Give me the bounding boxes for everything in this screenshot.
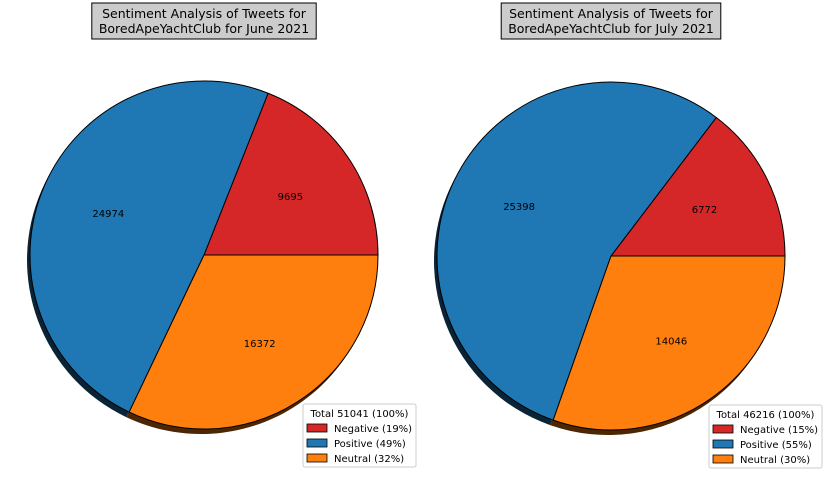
pie-slice-neutral xyxy=(128,254,379,430)
chart-title-line-2: BoredApeYachtClub for July 2021 xyxy=(508,21,714,36)
pie-slice-positive xyxy=(436,81,717,421)
slice-value-label-positive: 25398 xyxy=(503,202,535,213)
pie-slice-negative xyxy=(610,116,786,257)
pie-chart-panel-1: Sentiment Analysis of Tweets for BoredAp… xyxy=(27,2,417,468)
legend-frame xyxy=(302,403,417,468)
chart-title: Sentiment Analysis of Tweets for BoredAp… xyxy=(91,2,317,40)
legend-swatch-neutral xyxy=(712,454,734,464)
chart-title: Sentiment Analysis of Tweets for BoredAp… xyxy=(500,2,722,40)
pie-slice-positive xyxy=(29,80,269,413)
chart-title-line-1: Sentiment Analysis of Tweets for xyxy=(102,6,307,21)
legend-swatch-negative xyxy=(712,424,734,434)
slice-value-label-neutral: 14046 xyxy=(655,337,687,348)
legend-entry-neutral: Neutral (32%) xyxy=(334,454,404,465)
legend-frame xyxy=(708,404,823,469)
legend-swatch-positive xyxy=(306,438,328,448)
legend-swatch-positive xyxy=(712,439,734,449)
slice-value-label-negative: 6772 xyxy=(692,205,717,216)
legend-entry-positive: Positive (55%) xyxy=(740,440,812,451)
slice-value-label-neutral: 16372 xyxy=(244,339,276,350)
pie-chart-panel-2: Sentiment Analysis of Tweets for BoredAp… xyxy=(434,2,823,469)
chart-title-line-2: BoredApeYachtClub for June 2021 xyxy=(99,21,309,36)
legend-entry-negative: Negative (19%) xyxy=(334,424,412,435)
legend-title: Total 51041 (100%) xyxy=(310,409,409,420)
legend-entry-neutral: Neutral (30%) xyxy=(740,455,810,466)
legend-entry-negative: Negative (15%) xyxy=(740,425,818,436)
pie-slice-negative xyxy=(203,92,379,256)
slice-value-label-negative: 9695 xyxy=(278,192,303,203)
chart-legend: Total 51041 (100%) Negative (19%) Positive… xyxy=(302,403,417,468)
legend-swatch-neutral xyxy=(306,453,328,463)
slice-value-label-positive: 24974 xyxy=(92,209,124,220)
legend-entry-positive: Positive (49%) xyxy=(334,439,406,450)
pie-slice-neutral xyxy=(552,255,786,431)
chart-legend: Total 46216 (100%) Negative (15%) Positive… xyxy=(708,404,823,469)
legend-title: Total 46216 (100%) xyxy=(716,410,815,421)
legend-swatch-negative xyxy=(306,423,328,433)
chart-title-line-1: Sentiment Analysis of Tweets for xyxy=(509,6,714,21)
